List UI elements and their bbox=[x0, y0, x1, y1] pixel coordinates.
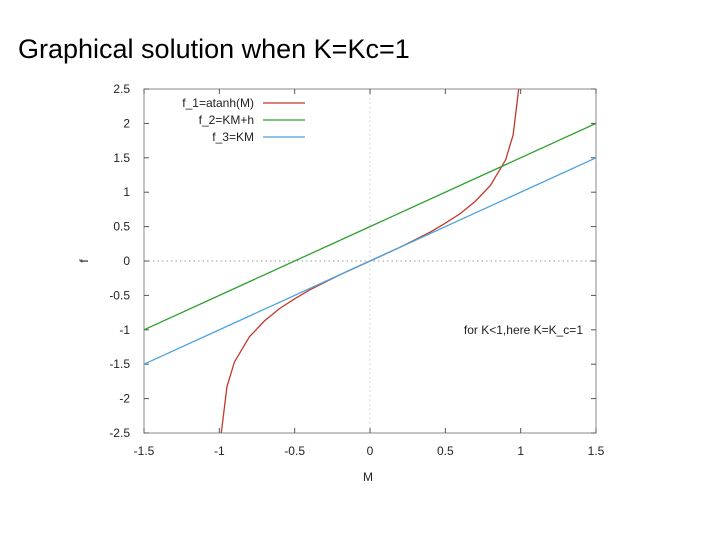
series-line-3 bbox=[144, 157, 596, 365]
x-tick-label: -0.5 bbox=[284, 444, 305, 458]
series-line-2 bbox=[144, 122, 596, 331]
x-tick-label: 1.5 bbox=[588, 444, 605, 458]
x-axis-label: M bbox=[363, 470, 373, 484]
slide-title: Graphical solution when K=Kc=1 bbox=[18, 34, 410, 64]
x-tick-label: 0 bbox=[367, 444, 374, 458]
x-tick-label: 0.5 bbox=[437, 444, 454, 458]
y-tick-label: 0 bbox=[123, 254, 130, 268]
y-tick-label: -2.5 bbox=[109, 426, 130, 440]
x-tick-label: 1 bbox=[517, 444, 524, 458]
y-tick-label: 2 bbox=[123, 116, 130, 130]
y-tick-label: -1 bbox=[119, 323, 130, 337]
x-tick-label: -1 bbox=[214, 444, 225, 458]
y-tick-label: 1 bbox=[123, 185, 130, 199]
y-tick-label: 1.5 bbox=[113, 151, 130, 165]
y-tick-label: 2.5 bbox=[113, 82, 130, 96]
y-tick-label: -1.5 bbox=[109, 357, 130, 371]
legend-label-1: f_1=atanh(M) bbox=[182, 96, 254, 110]
x-tick-label: -1.5 bbox=[134, 444, 155, 458]
legend-label-2: f_2=KM+h bbox=[199, 113, 254, 127]
y-tick-label: 0.5 bbox=[113, 220, 130, 234]
y-tick-label: -2 bbox=[119, 392, 130, 406]
legend-label-3: f_3=KM bbox=[212, 130, 254, 144]
y-tick-label: -0.5 bbox=[109, 288, 130, 302]
y-axis-label: f bbox=[77, 259, 91, 263]
annotation-text: for K<1,here K=K_c=1 bbox=[464, 323, 583, 337]
